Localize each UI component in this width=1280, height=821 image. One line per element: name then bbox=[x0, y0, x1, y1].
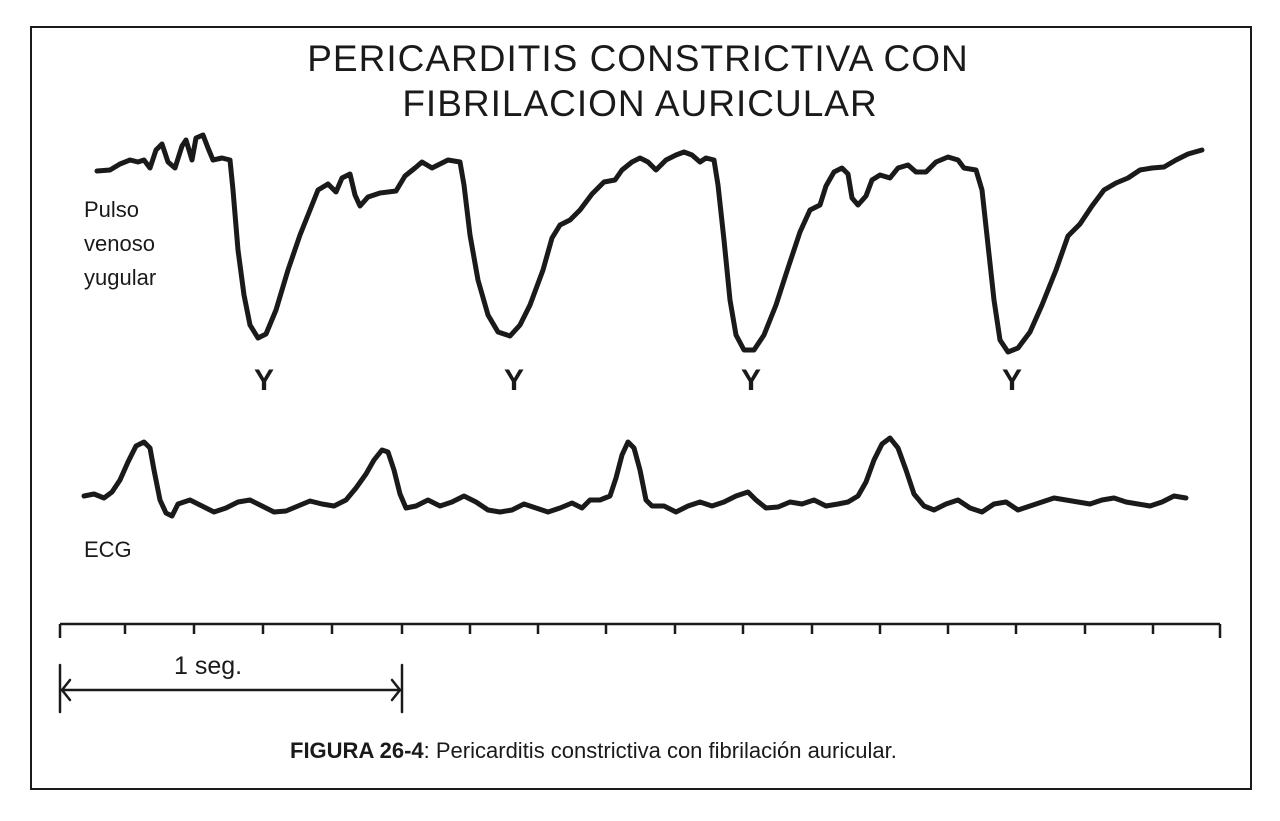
pulse-label-line-2: venoso bbox=[84, 231, 155, 256]
caption-figure-number: FIGURA 26-4 bbox=[290, 738, 424, 763]
y-descent-marker: Y bbox=[1001, 364, 1022, 397]
pulse-label-line-1: Pulso bbox=[84, 197, 140, 222]
figure-frame bbox=[30, 26, 1252, 790]
figure-caption: FIGURA 26-4: Pericarditis constrictiva c… bbox=[290, 738, 897, 764]
ecg-trace bbox=[81, 435, 1189, 519]
y-descent-marker: Y bbox=[503, 364, 524, 397]
one-second-scale-bar bbox=[58, 663, 404, 714]
figure-title-line-1: PERICARDITIS CONSTRICTIVA CON bbox=[307, 38, 969, 79]
ecg-trace-label: ECG bbox=[84, 537, 132, 562]
pulse-trace-label: Pulso venoso yugular bbox=[84, 193, 224, 295]
y-descent-marker: Y bbox=[253, 364, 274, 397]
figure-title-line-2: FIBRILACION AURICULAR bbox=[402, 83, 878, 124]
jugular-venous-pulse-trace bbox=[94, 132, 1205, 355]
time-scale-ruler bbox=[58, 622, 1222, 638]
caption-text: : Pericarditis constrictiva con fibrilac… bbox=[423, 738, 897, 763]
one-second-scale-label: 1 seg. bbox=[174, 652, 243, 680]
y-descent-marker: Y bbox=[740, 364, 761, 397]
pulse-label-line-3: yugular bbox=[84, 265, 157, 290]
